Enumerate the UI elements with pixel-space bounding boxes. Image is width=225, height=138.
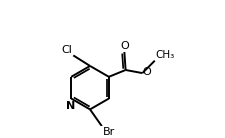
Text: CH₃: CH₃ [154,50,173,60]
Text: Cl: Cl [61,45,72,55]
Text: O: O [142,67,151,77]
Text: N: N [66,101,75,111]
Text: O: O [119,41,128,51]
Text: Br: Br [102,127,114,137]
